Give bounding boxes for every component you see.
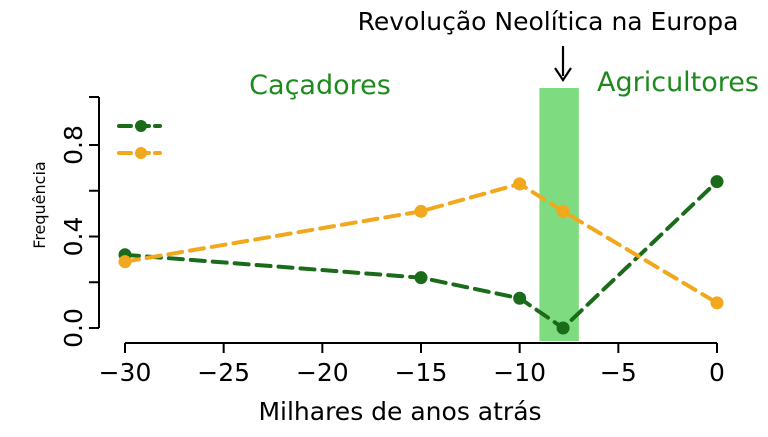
series-2-point: [556, 204, 570, 218]
series-1-line: [123, 179, 719, 331]
series-1-point: [414, 271, 428, 285]
series-2-point: [118, 255, 132, 269]
legend-1-marker: [135, 120, 147, 132]
x-axis-label: Milhares de anos atrás: [258, 397, 541, 426]
region-label-farmers: Agricultores: [597, 67, 759, 98]
y-tick-label: 0.0: [59, 308, 88, 348]
annotation-arrow: [554, 46, 572, 82]
x-tick-label: −5: [600, 358, 637, 387]
x-tick-label: −30: [99, 358, 152, 387]
series-2-point: [710, 296, 724, 310]
y-axis-label: Frequência: [30, 161, 49, 248]
series-2-point: [513, 177, 527, 191]
y-tick-label: 0.4: [59, 217, 88, 257]
series-2-point: [414, 204, 428, 218]
series-1-point: [513, 291, 527, 305]
x-tick-label: −20: [296, 358, 349, 387]
series-2-line: [123, 181, 719, 305]
annotation-text: Revolução Neolítica na Europa: [358, 7, 739, 36]
region-label-hunters: Caçadores: [249, 70, 391, 101]
series-1-point: [710, 175, 724, 189]
series-1-point: [556, 321, 570, 335]
x-tick-label: −25: [197, 358, 250, 387]
y-tick-label: 0.8: [59, 125, 88, 165]
x-tick-label: −15: [395, 358, 448, 387]
legend-2-marker: [135, 147, 147, 159]
x-tick-label: 0: [709, 358, 725, 387]
x-tick-label: −10: [493, 358, 546, 387]
